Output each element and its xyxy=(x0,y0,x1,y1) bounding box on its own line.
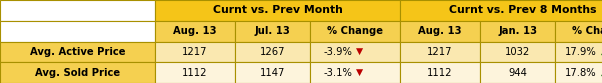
Bar xyxy=(310,62,400,83)
Text: 17.9%: 17.9% xyxy=(565,47,597,57)
Bar xyxy=(235,62,310,83)
Bar xyxy=(480,21,555,42)
Bar xyxy=(235,42,310,62)
Bar xyxy=(400,62,480,83)
Text: 944: 944 xyxy=(508,68,527,78)
Text: ▼: ▼ xyxy=(353,68,363,77)
Bar xyxy=(310,21,400,42)
Text: Aug. 13: Aug. 13 xyxy=(418,26,462,36)
Text: Jul. 13: Jul. 13 xyxy=(255,26,290,36)
Bar xyxy=(480,42,555,62)
Text: ▲: ▲ xyxy=(598,68,602,77)
Text: 1267: 1267 xyxy=(259,47,285,57)
Text: 1147: 1147 xyxy=(260,68,285,78)
Bar xyxy=(400,21,480,42)
Bar xyxy=(310,42,400,62)
Text: 1217: 1217 xyxy=(427,47,453,57)
Text: -3.1%: -3.1% xyxy=(323,68,352,78)
Text: -3.9%: -3.9% xyxy=(323,47,352,57)
Bar xyxy=(0,42,155,62)
Bar xyxy=(155,42,235,62)
Text: % Change: % Change xyxy=(327,26,383,36)
Bar xyxy=(0,62,155,83)
Bar xyxy=(555,42,602,62)
Bar xyxy=(155,21,235,42)
Text: ▲: ▲ xyxy=(598,47,602,56)
Text: ▼: ▼ xyxy=(353,47,363,56)
Bar xyxy=(155,0,400,21)
Text: Jan. 13: Jan. 13 xyxy=(498,26,537,36)
Text: 1112: 1112 xyxy=(182,68,208,78)
Text: Aug. 13: Aug. 13 xyxy=(173,26,217,36)
Bar xyxy=(480,62,555,83)
Text: Avg. Sold Price: Avg. Sold Price xyxy=(35,68,120,78)
Bar xyxy=(155,62,235,83)
Text: 17.8%: 17.8% xyxy=(565,68,597,78)
Text: Avg. Active Price: Avg. Active Price xyxy=(29,47,125,57)
Text: Curnt vs. Prev Month: Curnt vs. Prev Month xyxy=(213,5,343,15)
Bar xyxy=(0,0,155,21)
Bar xyxy=(400,42,480,62)
Text: 1217: 1217 xyxy=(182,47,208,57)
Text: Curnt vs. Prev 8 Months: Curnt vs. Prev 8 Months xyxy=(448,5,596,15)
Text: 1032: 1032 xyxy=(505,47,530,57)
Bar xyxy=(235,21,310,42)
Bar xyxy=(555,62,602,83)
Text: 1112: 1112 xyxy=(427,68,453,78)
Bar xyxy=(400,0,602,21)
Text: % Change: % Change xyxy=(572,26,602,36)
Bar xyxy=(555,21,602,42)
Bar xyxy=(0,21,155,42)
